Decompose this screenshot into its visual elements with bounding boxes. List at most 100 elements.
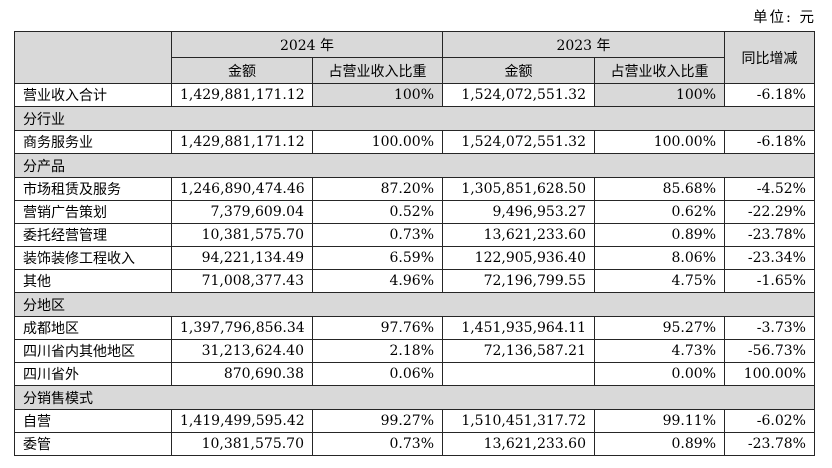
ratio-2024-cell: 6.59% bbox=[312, 246, 443, 270]
amount-2024-cell: 870,690.38 bbox=[171, 362, 313, 386]
row-label: 委管 bbox=[14, 432, 172, 456]
amount-2023-cell: 72,196,799.55 bbox=[442, 269, 595, 293]
ratio-2024-cell: 100.00% bbox=[312, 130, 443, 154]
table-body: 营业收入合计 1,429,881,171.12 100% 1,524,072,551.… bbox=[14, 83, 815, 456]
amount-2024-cell: 1,419,499,595.42 bbox=[171, 409, 313, 433]
table-row: 四川省内其他地区 31,213,624.40 2.18% 72,136,587.21 4… bbox=[14, 339, 815, 363]
amount-2023-cell: 1,305,851,628.50 bbox=[442, 177, 595, 201]
amount-2024-cell: 1,246,890,474.46 bbox=[171, 177, 313, 201]
section-row: 分产品 bbox=[14, 153, 815, 178]
yoy-cell: -23.34% bbox=[724, 246, 815, 270]
table-row: 委托经营管理 10,381,575.70 0.73% 13,621,233.60 0.8… bbox=[14, 223, 815, 247]
ratio-2023-cell: 4.73% bbox=[594, 339, 725, 363]
ratio-2024-cell: 0.73% bbox=[312, 432, 443, 456]
table-row: 市场租赁及服务 1,246,890,474.46 87.20% 1,305,851,6… bbox=[14, 177, 815, 201]
section-label: 分产品 bbox=[14, 153, 815, 178]
yoy-cell: -1.65% bbox=[724, 269, 815, 293]
ratio-2023-cell: 8.06% bbox=[594, 246, 725, 270]
yoy-cell: -6.18% bbox=[724, 130, 815, 154]
yoy-cell: -6.02% bbox=[724, 409, 815, 433]
ratio-2023-header: 占营业收入比重 bbox=[594, 57, 725, 84]
amount-2023-cell: 13,621,233.60 bbox=[442, 223, 595, 247]
ratio-2024-header: 占营业收入比重 bbox=[312, 57, 443, 84]
ratio-2024-cell: 87.20% bbox=[312, 177, 443, 201]
year-2023-header: 2023 年 bbox=[442, 31, 725, 58]
row-label: 营销广告策划 bbox=[14, 200, 172, 224]
yoy-cell: -23.78% bbox=[724, 432, 815, 456]
table-row: 营销广告策划 7,379,609.04 0.52% 9,496,953.27 0.62%… bbox=[14, 200, 815, 224]
section-label: 分地区 bbox=[14, 292, 815, 317]
yoy-cell: -23.78% bbox=[724, 223, 815, 247]
row-label: 成都地区 bbox=[14, 316, 172, 340]
ratio-2023-cell: 0.89% bbox=[594, 223, 725, 247]
row-label: 自营 bbox=[14, 409, 172, 433]
section-row: 分地区 bbox=[14, 292, 815, 317]
ratio-2024-cell: 0.52% bbox=[312, 200, 443, 224]
table-row: 营业收入合计 1,429,881,171.12 100% 1,524,072,551.… bbox=[14, 83, 815, 107]
corner-cell bbox=[14, 31, 172, 84]
amount-2024-cell: 7,379,609.04 bbox=[171, 200, 313, 224]
yoy-cell: 100.00% bbox=[724, 362, 815, 386]
amount-2024-cell: 1,397,796,856.34 bbox=[171, 316, 313, 340]
ratio-2023-cell: 100.00% bbox=[594, 130, 725, 154]
section-label: 分行业 bbox=[14, 106, 815, 131]
table-row: 装饰装修工程收入 94,221,134.49 6.59% 122,905,936.40… bbox=[14, 246, 815, 270]
amount-2024-header: 金额 bbox=[171, 57, 313, 84]
ratio-2024-cell: 99.27% bbox=[312, 409, 443, 433]
header-row-metrics: 金额 占营业收入比重 金额 占营业收入比重 bbox=[15, 57, 815, 84]
amount-2024-cell: 31,213,624.40 bbox=[171, 339, 313, 363]
row-label: 市场租赁及服务 bbox=[14, 177, 172, 201]
table-row: 成都地区 1,397,796,856.34 97.76% 1,451,935,964.… bbox=[14, 316, 815, 340]
section-label: 分销售模式 bbox=[14, 385, 815, 410]
ratio-2024-cell: 2.18% bbox=[312, 339, 443, 363]
section-row: 分销售模式 bbox=[14, 385, 815, 410]
yoy-cell: -4.52% bbox=[724, 177, 815, 201]
row-label: 营业收入合计 bbox=[14, 83, 172, 107]
amount-2023-cell: 122,905,936.40 bbox=[442, 246, 595, 270]
table-row: 委管 10,381,575.70 0.73% 13,621,233.60 0.89% -2… bbox=[14, 432, 815, 456]
amount-2023-cell: 1,451,935,964.11 bbox=[442, 316, 595, 340]
ratio-2023-cell: 85.68% bbox=[594, 177, 725, 201]
amount-2023-header: 金额 bbox=[442, 57, 595, 84]
row-label: 装饰装修工程收入 bbox=[14, 246, 172, 270]
ratio-2024-cell: 4.96% bbox=[312, 269, 443, 293]
amount-2024-cell: 1,429,881,171.12 bbox=[171, 130, 313, 154]
table-row: 商务服务业 1,429,881,171.12 100.00% 1,524,072,55… bbox=[14, 130, 815, 154]
table-row: 四川省外 870,690.38 0.06% 0.00% 100.00% bbox=[14, 362, 815, 386]
ratio-2023-cell: 100% bbox=[594, 83, 725, 107]
yoy-cell: -3.73% bbox=[724, 316, 815, 340]
row-label: 四川省内其他地区 bbox=[14, 339, 172, 363]
amount-2024-cell: 10,381,575.70 bbox=[171, 432, 313, 456]
amount-2023-cell: 9,496,953.27 bbox=[442, 200, 595, 224]
amount-2024-cell: 1,429,881,171.12 bbox=[171, 83, 313, 107]
ratio-2024-cell: 0.06% bbox=[312, 362, 443, 386]
amount-2023-cell: 1,510,451,317.72 bbox=[442, 409, 595, 433]
year-2024-header: 2024 年 bbox=[171, 31, 443, 58]
section-row: 分行业 bbox=[14, 106, 815, 131]
row-label: 商务服务业 bbox=[14, 130, 172, 154]
amount-2023-cell: 1,524,072,551.32 bbox=[442, 130, 595, 154]
amount-2023-cell: 72,136,587.21 bbox=[442, 339, 595, 363]
table-row: 其他 71,008,377.43 4.96% 72,196,799.55 4.75% -1… bbox=[14, 269, 815, 293]
ratio-2023-cell: 0.62% bbox=[594, 200, 725, 224]
amount-2023-cell: 1,524,072,551.32 bbox=[442, 83, 595, 107]
table-row: 自营 1,419,499,595.42 99.27% 1,510,451,317.72… bbox=[14, 409, 815, 433]
unit-label: 单位: 元 bbox=[753, 10, 816, 26]
amount-2024-cell: 94,221,134.49 bbox=[171, 246, 313, 270]
row-label: 其他 bbox=[14, 269, 172, 293]
ratio-2024-cell: 0.73% bbox=[312, 223, 443, 247]
ratio-2023-cell: 99.11% bbox=[594, 409, 725, 433]
yoy-header: 同比增减 bbox=[724, 31, 815, 84]
ratio-2024-cell: 100% bbox=[312, 83, 443, 107]
ratio-2024-cell: 97.76% bbox=[312, 316, 443, 340]
ratio-2023-cell: 4.75% bbox=[594, 269, 725, 293]
amount-2024-cell: 10,381,575.70 bbox=[171, 223, 313, 247]
amount-2024-cell: 71,008,377.43 bbox=[171, 269, 313, 293]
amount-2023-cell: 13,621,233.60 bbox=[442, 432, 595, 456]
yoy-cell: -56.73% bbox=[724, 339, 815, 363]
ratio-2023-cell: 95.27% bbox=[594, 316, 725, 340]
row-label: 四川省外 bbox=[14, 362, 172, 386]
revenue-breakdown-table: 2024 年 2023 年 同比增减 金额 占营业收入比重 金额 占营业收入比重… bbox=[14, 31, 815, 456]
header-row-years: 2024 年 2023 年 同比增减 bbox=[14, 31, 815, 84]
yoy-cell: -22.29% bbox=[724, 200, 815, 224]
